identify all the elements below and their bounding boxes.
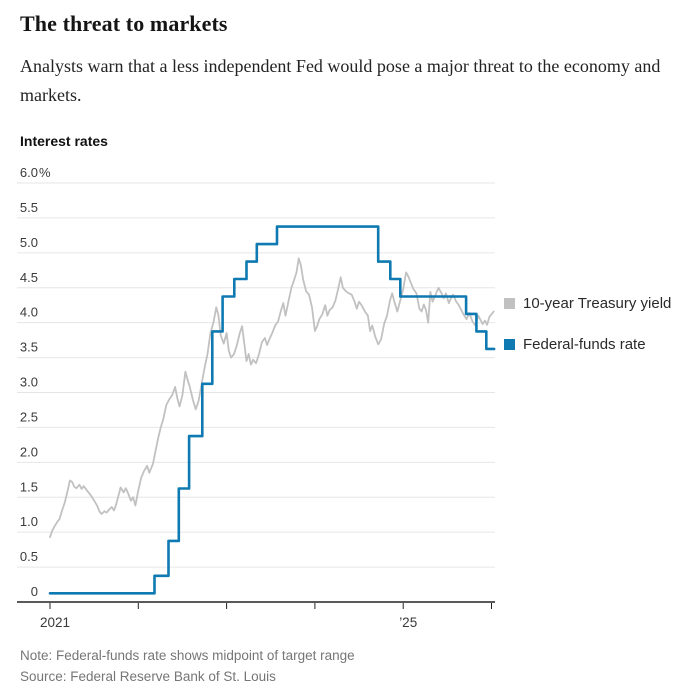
y-tick-label: 0	[31, 584, 38, 599]
y-tick-unit: %	[39, 165, 51, 180]
chart-note: Note: Federal-funds rate shows midpoint …	[20, 648, 355, 663]
x-tick-label: ’25	[399, 615, 417, 630]
fed-funds-line	[48, 225, 496, 595]
legend-item-fed-funds: Federal-funds rate	[504, 336, 671, 354]
legend-label-fed-funds: Federal-funds rate	[523, 336, 646, 353]
y-tick-label: 2.0	[20, 444, 38, 459]
y-tick-label: 4.5	[20, 270, 38, 285]
treasury-yield-line	[49, 257, 495, 539]
fed-funds-swatch-icon	[504, 339, 515, 350]
legend-item-treasury: 10-year Treasury yield	[504, 295, 671, 313]
page-title: The threat to markets	[20, 11, 228, 36]
y-tick-label: 2.5	[20, 409, 38, 424]
chart-subtitle: Analysts warn that a less independent Fe…	[20, 56, 661, 105]
y-tick-label: 4.0	[20, 305, 38, 320]
y-tick-label: 0.5	[20, 549, 38, 564]
y-tick-label: 1.0	[20, 514, 38, 529]
treasury-swatch-icon	[504, 298, 515, 309]
y-tick-label: 3.0	[20, 375, 38, 390]
y-tick-label: 5.5	[20, 200, 38, 215]
x-tick-label: 2021	[40, 615, 70, 630]
chart-area: 6.0% 5.5 5.0 4.5 4.0 3.5 3.0 2.5 2.0 1.5 1.0 0.5 0 20…	[0, 164, 697, 644]
y-tick-label: 3.5	[20, 340, 38, 355]
y-tick-label: 6.0	[20, 165, 38, 180]
chart-source: Source: Federal Reserve Bank of St. Loui…	[20, 669, 276, 684]
legend-label-treasury: 10-year Treasury yield	[523, 295, 672, 312]
interest-rates-chart: 6.0 % 5.5 5.0 4.5 4.0 3.5 3.0 2.5 2.0 1.5 1.0 0.5 0 20…	[17, 165, 496, 630]
chart-legend: 10-year Treasury yield Federal-funds rat…	[504, 295, 671, 377]
y-tick-label: 1.5	[20, 479, 38, 494]
y-tick-label: 5.0	[20, 235, 38, 250]
chart-footer: Note: Federal-funds rate shows midpoint …	[0, 644, 697, 687]
chart-label: Interest rates	[20, 133, 108, 149]
